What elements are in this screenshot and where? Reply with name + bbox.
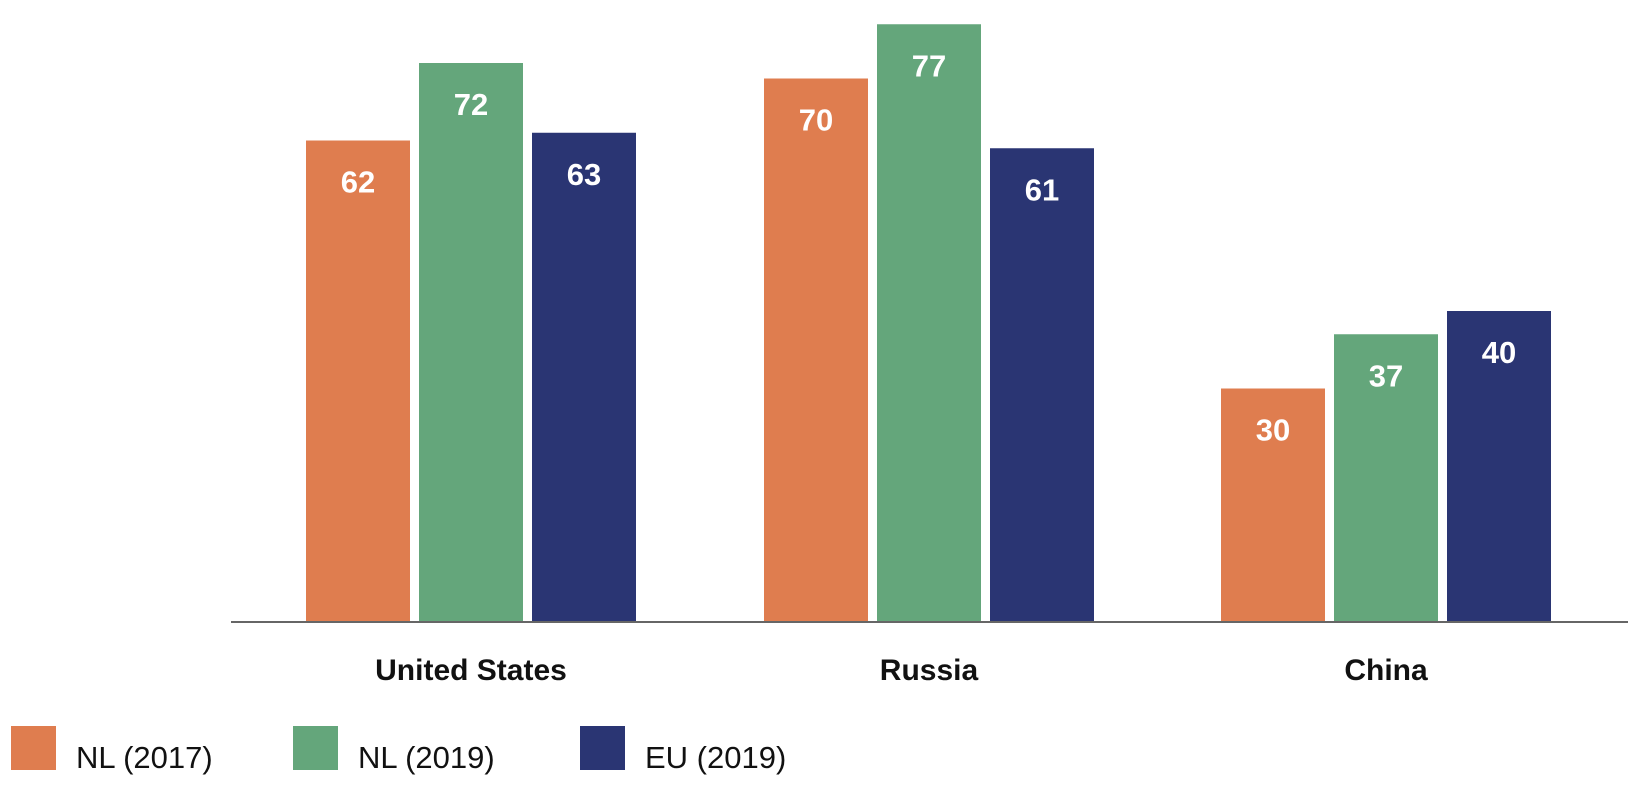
bar xyxy=(1221,388,1325,621)
data-label: 70 xyxy=(799,103,833,138)
bar xyxy=(990,148,1094,621)
x-tick-label: China xyxy=(1344,654,1428,687)
data-label: 40 xyxy=(1482,335,1516,370)
legend-swatch xyxy=(580,726,625,770)
data-label: 72 xyxy=(454,87,488,122)
bar xyxy=(764,78,868,621)
data-label: 77 xyxy=(912,48,946,83)
legend-label: NL (2017) xyxy=(76,740,213,775)
data-label: 37 xyxy=(1369,358,1403,393)
bar xyxy=(532,132,636,621)
data-label: 61 xyxy=(1025,172,1059,207)
x-tick-label: United States xyxy=(375,654,567,687)
legend-label: EU (2019) xyxy=(645,740,786,775)
bar xyxy=(419,63,523,621)
bar xyxy=(1334,334,1438,621)
data-label: 63 xyxy=(567,157,601,192)
bar xyxy=(1447,311,1551,621)
legend-swatch xyxy=(293,726,338,770)
bar xyxy=(306,140,410,621)
x-tick-label: Russia xyxy=(880,654,979,687)
legend-swatch xyxy=(11,726,56,770)
bar xyxy=(877,24,981,621)
legend-label: NL (2019) xyxy=(358,740,495,775)
data-label: 62 xyxy=(341,165,375,200)
data-label: 30 xyxy=(1256,413,1290,448)
